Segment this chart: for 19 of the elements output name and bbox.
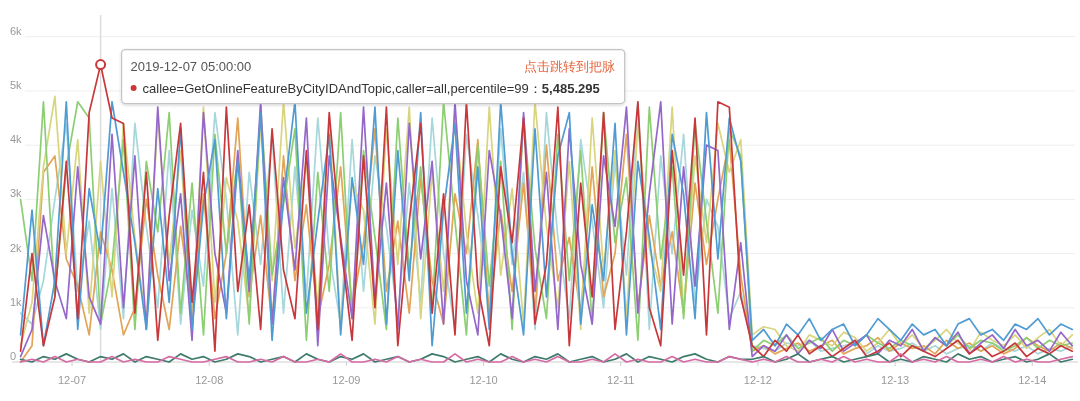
y-tick-label: 3k [10, 187, 23, 200]
x-tick-label: 12-10 [469, 374, 498, 386]
y-tick-label: 4k [10, 133, 23, 146]
x-tick-label: 12-09 [332, 374, 361, 386]
y-tick-label: 1k [10, 295, 23, 308]
x-tick-label: 12-07 [57, 374, 87, 386]
y-tick-label: 2k [10, 241, 23, 254]
annotation: 5,485.295 [541, 80, 600, 96]
x-tick-label: 12-12 [743, 374, 772, 386]
x-tick-label: 12-08 [195, 374, 224, 386]
annotation: 点击跳转到把脉 [523, 58, 615, 74]
y-tick-label: 0 [10, 349, 17, 362]
y-tick-label: 6k [10, 24, 23, 37]
y-tick-label: 5k [10, 78, 23, 91]
x-tick-label: 12-14 [1018, 374, 1047, 386]
annotation: 2019-12-07 05:00:00 [130, 58, 252, 74]
x-tick-label: 12-13 [881, 374, 910, 386]
legend-label: callee=GetOnlineFeatureByCityIDAndTopic,caller=all,percentile=99： [142, 80, 542, 96]
x-tick-label: 12-11 [607, 374, 635, 386]
